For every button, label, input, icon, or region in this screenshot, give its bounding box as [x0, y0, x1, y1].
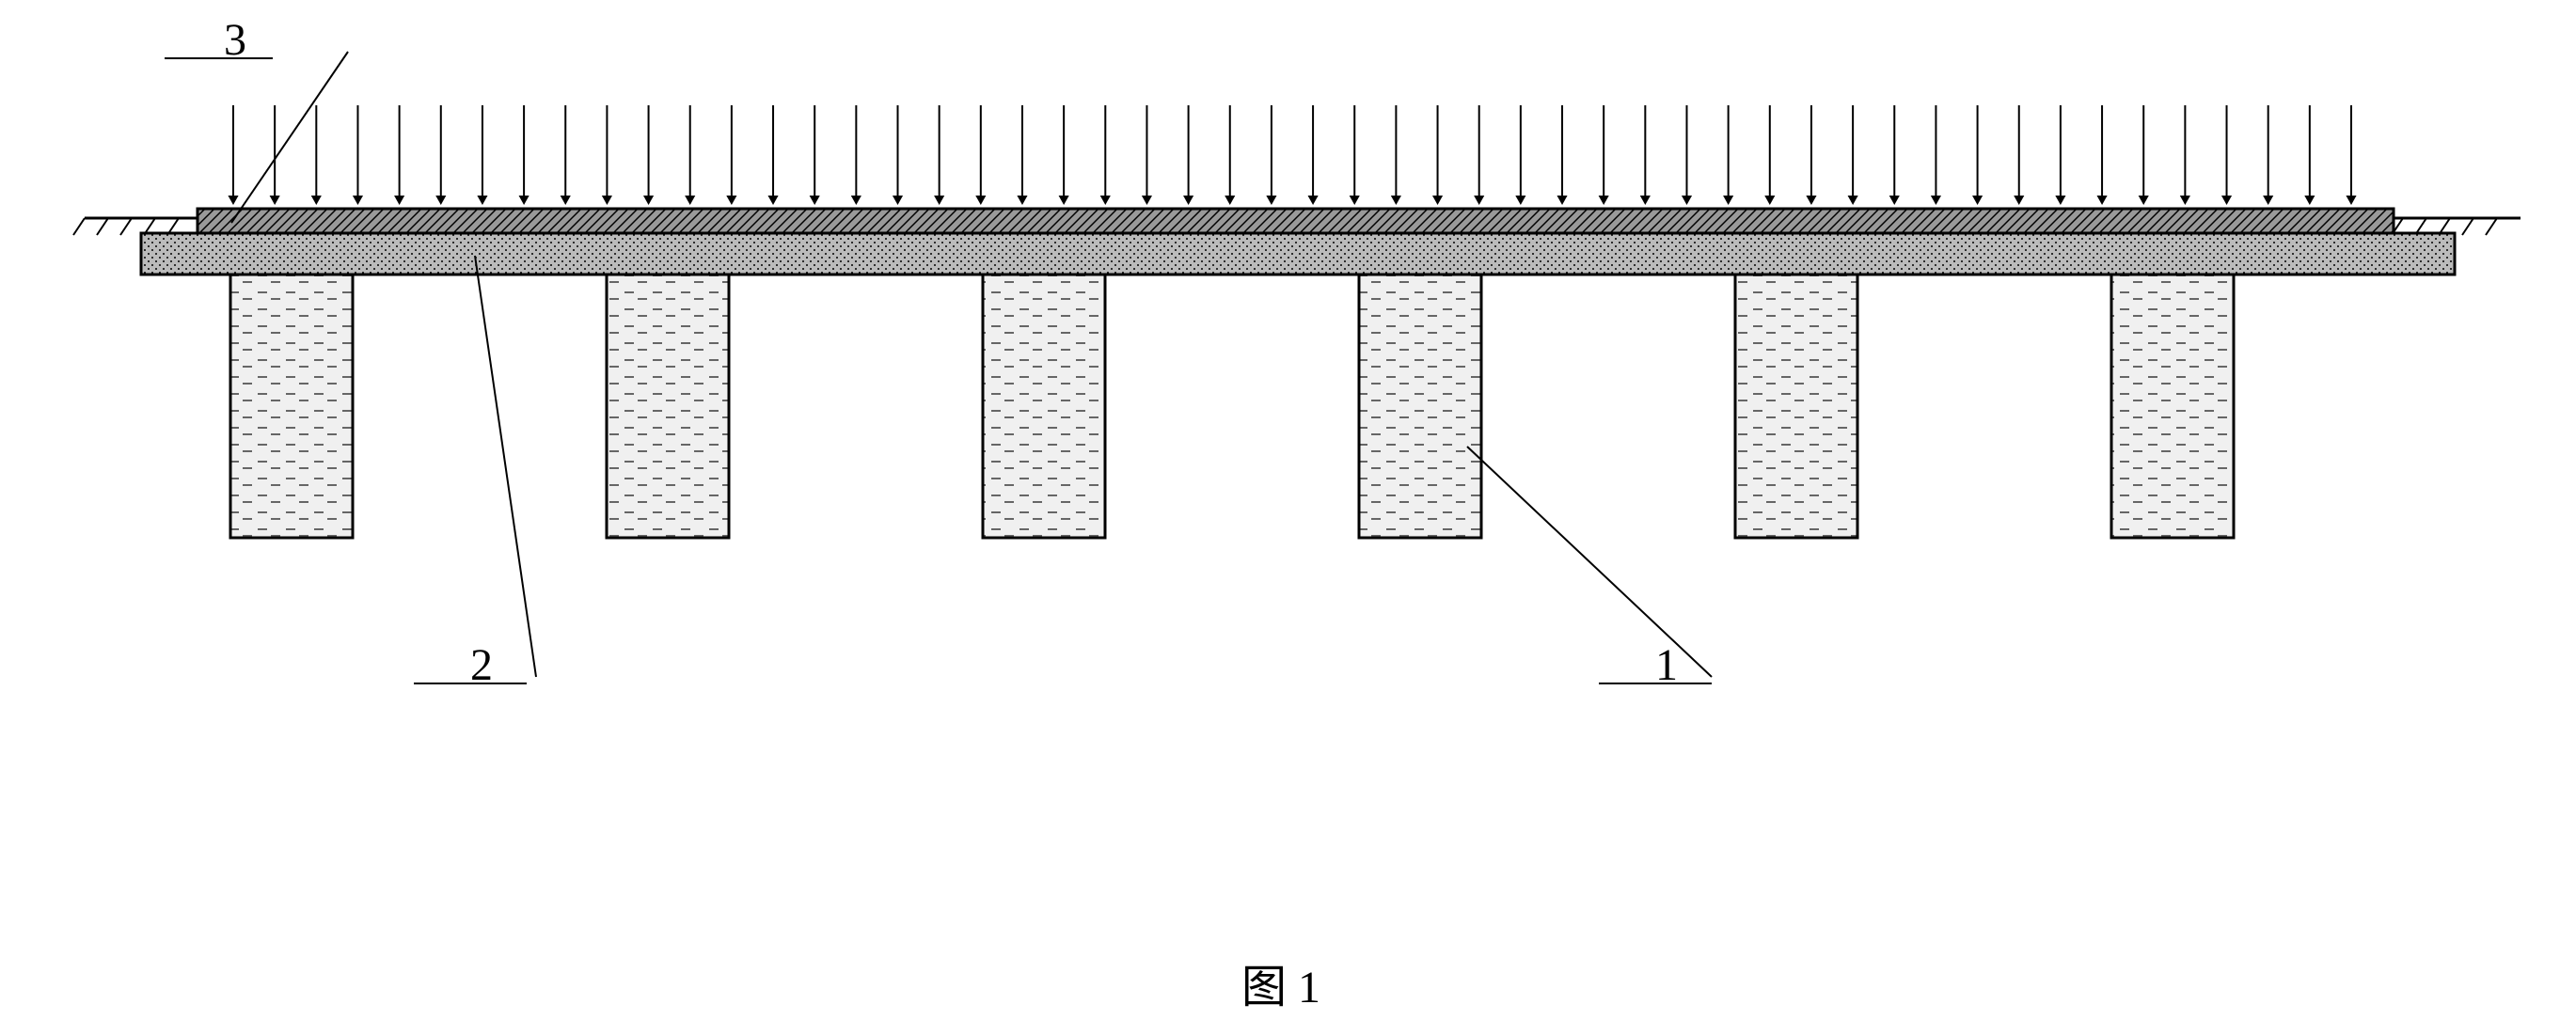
- diagram-container: 图 1 3 2 1: [0, 0, 2576, 1031]
- callout-label-3: 3: [224, 14, 246, 66]
- callout-label-1: 1: [1655, 639, 1678, 691]
- callout-label-2: 2: [470, 639, 493, 691]
- diagram-svg: [0, 0, 2576, 1031]
- figure-caption: 图 1: [1241, 950, 1320, 1015]
